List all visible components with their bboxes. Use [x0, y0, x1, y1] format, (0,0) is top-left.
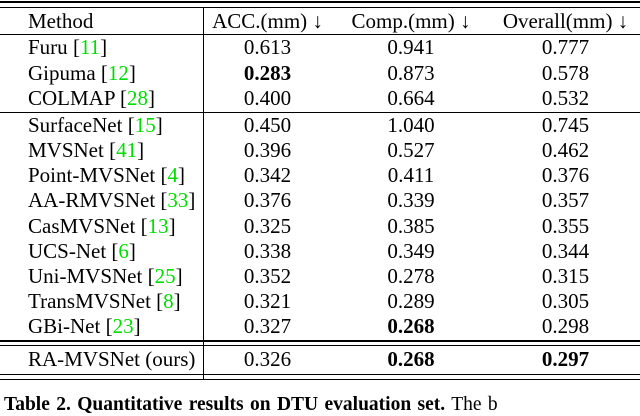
method-cell: Uni-MVSNet [25]: [28, 263, 183, 288]
table-row: UCS-Net [6] 0.338 0.349 0.344: [0, 239, 640, 264]
overall-value: 0.578: [541, 60, 590, 85]
overall-value: 0.297: [541, 346, 590, 371]
overall-value: 0.315: [541, 263, 590, 288]
table-rule-ours-top-1: [0, 340, 640, 342]
caption-text: The b: [445, 394, 498, 415]
table-group-ours: RA-MVSNet (ours) 0.326 0.268 0.297: [0, 347, 640, 373]
overall-value: 0.777: [541, 35, 590, 60]
citation-ref[interactable]: 41: [116, 138, 138, 163]
comp-value: 0.873: [387, 60, 435, 85]
acc-value: 0.396: [243, 138, 292, 163]
overall-value: 0.305: [541, 288, 590, 313]
table-rule-below-header: [0, 33, 640, 36]
comp-value: 0.349: [387, 238, 435, 263]
table-row: SurfaceNet [15] 0.450 1.040 0.745: [0, 113, 640, 138]
citation-ref[interactable]: 4: [167, 163, 178, 188]
acc-value: 0.613: [243, 35, 292, 60]
table-rule-bottom-2: [0, 378, 640, 381]
citation-ref[interactable]: 15: [134, 112, 156, 137]
table-column-divider: [203, 8, 205, 380]
header-acc: ACC.(mm) ↓: [212, 8, 323, 33]
acc-value: 0.342: [243, 163, 292, 188]
acc-value: 0.321: [243, 288, 292, 313]
method-cell: GBi-Net [23]: [28, 314, 141, 339]
overall-value: 0.344: [541, 238, 590, 263]
table-group-traditional: Furu [11] 0.613 0.941 0.777 Gipuma [12] 0.283…: [0, 35, 640, 112]
citation-ref[interactable]: 6: [118, 238, 129, 263]
overall-value: 0.355: [541, 213, 590, 238]
comp-value: 0.411: [387, 163, 435, 188]
method-cell: TransMVSNet [8]: [28, 288, 181, 313]
citation-ref[interactable]: 25: [154, 263, 176, 288]
table-row: MVSNet [41] 0.396 0.527 0.462: [0, 138, 640, 163]
method-cell: CasMVSNet [13]: [28, 213, 176, 238]
table-row: COLMAP [28] 0.400 0.664 0.532: [0, 86, 640, 112]
comp-value: 0.268: [387, 346, 435, 371]
table-rule-top-thick: [0, 1, 640, 4]
citation-ref[interactable]: 33: [167, 188, 189, 213]
overall-value: 0.376: [541, 163, 590, 188]
table-caption: Table 2. Quantitative results on DTU eva…: [4, 394, 638, 416]
acc-value: 0.326: [243, 346, 292, 371]
comp-value: 0.268: [387, 314, 435, 339]
table-row: AA-RMVSNet [33] 0.376 0.339 0.357: [0, 188, 640, 213]
comp-value: 0.339: [387, 188, 435, 213]
acc-value: 0.325: [243, 213, 292, 238]
table-row: Point-MVSNet [4] 0.342 0.411 0.376: [0, 163, 640, 188]
comp-value: 1.040: [387, 112, 435, 137]
comp-value: 0.664: [387, 86, 435, 111]
method-cell: Gipuma [12]: [28, 60, 136, 85]
method-cell: MVSNet [41]: [28, 138, 145, 163]
table-row: TransMVSNet [8] 0.321 0.289 0.305: [0, 289, 640, 314]
acc-value: 0.352: [243, 263, 292, 288]
citation-ref[interactable]: 28: [127, 86, 148, 111]
citation-ref[interactable]: 8: [163, 288, 174, 313]
header-overall: Overall(mm) ↓: [502, 8, 629, 33]
comp-value: 0.941: [387, 35, 435, 60]
table-row: Furu [11] 0.613 0.941 0.777: [0, 35, 640, 61]
method-cell: UCS-Net [6]: [28, 238, 136, 263]
header-comp: Comp.(mm) ↓: [351, 8, 471, 33]
method-cell: RA-MVSNet (ours): [28, 346, 196, 371]
table-header: Method ACC.(mm) ↓ Comp.(mm) ↓ Overall(mm…: [0, 8, 640, 34]
method-cell: COLMAP [28]: [28, 86, 155, 111]
table-row: RA-MVSNet (ours) 0.326 0.268 0.297: [0, 347, 640, 373]
table-row: Gipuma [12] 0.283 0.873 0.578: [0, 60, 640, 86]
method-cell: AA-RMVSNet [33]: [28, 188, 196, 213]
method-cell: Point-MVSNet [4]: [28, 163, 185, 188]
citation-ref[interactable]: 11: [79, 35, 101, 60]
citation-ref[interactable]: 23: [112, 314, 134, 339]
citation-ref[interactable]: 12: [107, 60, 129, 85]
overall-value: 0.745: [541, 112, 590, 137]
acc-value: 0.327: [243, 314, 292, 339]
acc-value: 0.283: [243, 60, 292, 85]
acc-value: 0.450: [243, 112, 292, 137]
acc-value: 0.376: [243, 188, 292, 213]
table-rule-top-thin: [0, 7, 640, 9]
table-rule-bottom-1: [0, 373, 640, 376]
overall-value: 0.462: [541, 138, 590, 163]
header-method: Method: [28, 8, 94, 33]
comp-value: 0.527: [387, 138, 435, 163]
overall-value: 0.357: [541, 188, 590, 213]
table-row: GBi-Net [23] 0.327 0.268 0.298: [0, 314, 640, 339]
table-rule-group-separator: [0, 111, 640, 114]
table-row: Uni-MVSNet [25] 0.352 0.278 0.315: [0, 264, 640, 289]
table-group-learning-based: SurfaceNet [15] 0.450 1.040 0.745 MVSNet [41…: [0, 113, 640, 339]
comp-value: 0.289: [387, 288, 435, 313]
acc-value: 0.338: [243, 238, 292, 263]
table-row: CasMVSNet [13] 0.325 0.385 0.355: [0, 213, 640, 238]
method-cell: SurfaceNet [15]: [28, 112, 163, 137]
overall-value: 0.532: [541, 86, 590, 111]
caption-title: Table 2. Quantitative results on DTU eva…: [4, 394, 446, 415]
table-rule-ours-top-2: [0, 344, 640, 347]
comp-value: 0.278: [387, 263, 435, 288]
citation-ref[interactable]: 13: [147, 213, 169, 238]
method-cell: Furu [11]: [28, 35, 108, 60]
comp-value: 0.385: [387, 213, 435, 238]
acc-value: 0.400: [243, 86, 292, 111]
overall-value: 0.298: [541, 314, 590, 339]
